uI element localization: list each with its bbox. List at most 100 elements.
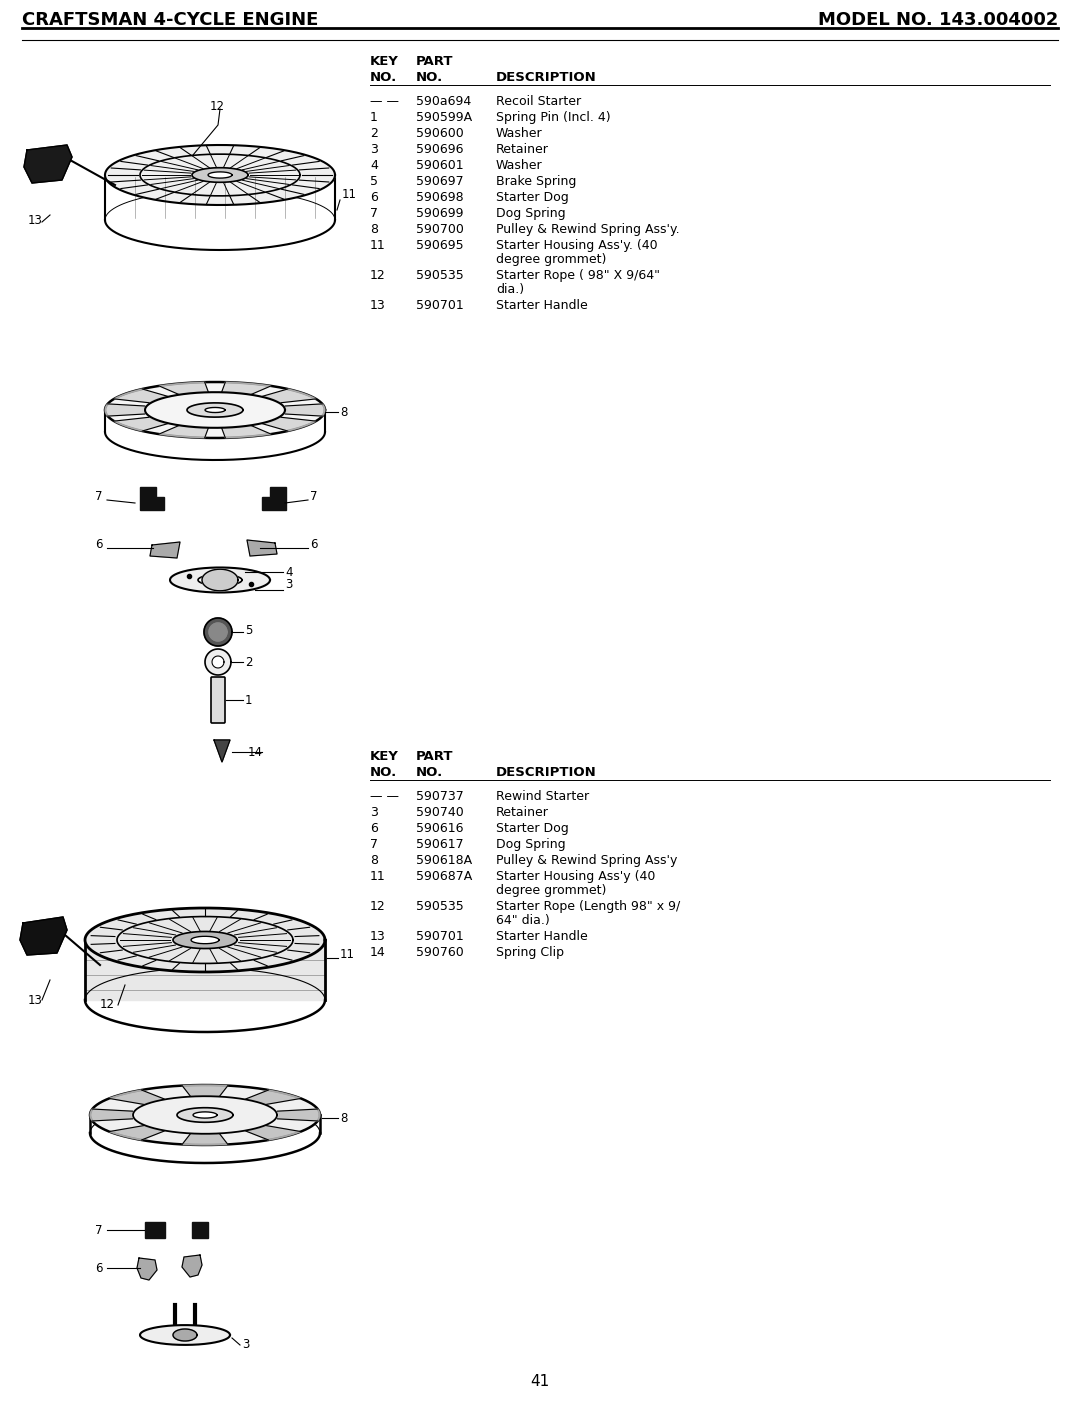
Text: 4: 4 — [370, 158, 378, 172]
Text: 41: 41 — [530, 1374, 550, 1389]
Text: 6: 6 — [310, 538, 318, 551]
FancyBboxPatch shape — [211, 677, 225, 723]
Text: 590687A: 590687A — [416, 871, 472, 883]
Polygon shape — [187, 402, 243, 418]
Polygon shape — [262, 388, 316, 402]
Text: Washer: Washer — [496, 128, 542, 140]
Polygon shape — [140, 486, 164, 510]
Text: 7: 7 — [310, 491, 318, 503]
Text: 13: 13 — [28, 994, 43, 1007]
Polygon shape — [85, 939, 325, 1000]
Polygon shape — [90, 1109, 133, 1122]
Text: degree grommet): degree grommet) — [496, 252, 606, 266]
Polygon shape — [183, 1085, 228, 1096]
Text: Starter Dog: Starter Dog — [496, 822, 569, 836]
Text: 8: 8 — [340, 405, 348, 419]
Text: 590737: 590737 — [416, 789, 463, 803]
Text: 590616: 590616 — [416, 822, 463, 836]
Polygon shape — [145, 1223, 165, 1238]
Text: 8: 8 — [370, 854, 378, 866]
Text: 3: 3 — [370, 806, 378, 819]
Text: 6: 6 — [95, 538, 103, 551]
Text: Starter Handle: Starter Handle — [496, 930, 588, 944]
Polygon shape — [159, 383, 208, 394]
Text: 590617: 590617 — [416, 838, 463, 851]
Text: Brake Spring: Brake Spring — [496, 175, 577, 188]
Text: degree grommet): degree grommet) — [496, 885, 606, 897]
Text: 6: 6 — [95, 1262, 103, 1274]
Text: 3: 3 — [242, 1339, 249, 1352]
Text: 11: 11 — [340, 949, 355, 962]
Text: — —: — — — [370, 789, 399, 803]
Text: Spring Clip: Spring Clip — [496, 946, 564, 959]
Text: DESCRIPTION: DESCRIPTION — [496, 72, 597, 84]
Polygon shape — [24, 144, 72, 184]
Text: Dog Spring: Dog Spring — [496, 207, 566, 220]
Text: Starter Housing Ass'y (40: Starter Housing Ass'y (40 — [496, 871, 656, 883]
Text: DESCRIPTION: DESCRIPTION — [496, 765, 597, 780]
Text: — —: — — — [370, 95, 399, 108]
Polygon shape — [173, 931, 237, 949]
Text: Washer: Washer — [496, 158, 542, 172]
Polygon shape — [105, 381, 325, 437]
Text: 64" dia.): 64" dia.) — [496, 914, 550, 927]
Text: 12: 12 — [210, 101, 225, 114]
Polygon shape — [159, 426, 208, 437]
Text: Starter Rope ( 98" X 9/64": Starter Rope ( 98" X 9/64" — [496, 269, 660, 282]
Text: 11: 11 — [342, 188, 357, 202]
Polygon shape — [105, 404, 145, 416]
Polygon shape — [183, 1255, 202, 1277]
Text: Starter Housing Ass'y. (40: Starter Housing Ass'y. (40 — [496, 238, 658, 252]
Text: 14: 14 — [248, 746, 264, 758]
Text: 2: 2 — [245, 656, 253, 669]
Text: PART: PART — [416, 55, 454, 69]
Text: 8: 8 — [370, 223, 378, 236]
Text: 590760: 590760 — [416, 946, 463, 959]
Polygon shape — [205, 649, 231, 674]
Text: 12: 12 — [370, 900, 386, 913]
Text: 4: 4 — [285, 565, 293, 579]
Polygon shape — [212, 656, 224, 667]
Text: MODEL NO. 143.004002: MODEL NO. 143.004002 — [818, 11, 1058, 29]
Text: 590600: 590600 — [416, 128, 463, 140]
Polygon shape — [198, 575, 242, 586]
Polygon shape — [204, 618, 232, 646]
Text: 11: 11 — [370, 871, 386, 883]
Text: 5: 5 — [370, 175, 378, 188]
Text: Starter Dog: Starter Dog — [496, 191, 569, 205]
Text: Starter Handle: Starter Handle — [496, 299, 588, 313]
Text: 590696: 590696 — [416, 143, 463, 156]
Text: 590698: 590698 — [416, 191, 463, 205]
Text: 13: 13 — [370, 299, 386, 313]
Polygon shape — [192, 1223, 208, 1238]
Text: Rewind Starter: Rewind Starter — [496, 789, 589, 803]
Text: 590535: 590535 — [416, 900, 463, 913]
Text: 590601: 590601 — [416, 158, 463, 172]
Polygon shape — [246, 1089, 301, 1105]
Text: Recoil Starter: Recoil Starter — [496, 95, 581, 108]
Polygon shape — [109, 1126, 164, 1140]
Text: 13: 13 — [28, 213, 43, 227]
Polygon shape — [202, 569, 238, 590]
Polygon shape — [150, 543, 180, 558]
Polygon shape — [173, 1329, 197, 1340]
Text: 590701: 590701 — [416, 930, 463, 944]
Text: 590695: 590695 — [416, 238, 463, 252]
Text: Pulley & Rewind Spring Ass'y: Pulley & Rewind Spring Ass'y — [496, 854, 677, 866]
Polygon shape — [191, 937, 219, 944]
Polygon shape — [214, 740, 230, 763]
Text: 590701: 590701 — [416, 299, 463, 313]
Text: 590700: 590700 — [416, 223, 464, 236]
Text: 7: 7 — [370, 838, 378, 851]
Polygon shape — [205, 408, 225, 412]
Text: dia.): dia.) — [496, 283, 524, 296]
Polygon shape — [140, 1325, 230, 1345]
Polygon shape — [221, 383, 271, 394]
Text: 7: 7 — [370, 207, 378, 220]
Polygon shape — [210, 622, 227, 641]
Text: 590740: 590740 — [416, 806, 463, 819]
Text: 590a694: 590a694 — [416, 95, 471, 108]
Polygon shape — [278, 1109, 320, 1122]
Polygon shape — [262, 418, 316, 430]
Polygon shape — [246, 1126, 301, 1140]
